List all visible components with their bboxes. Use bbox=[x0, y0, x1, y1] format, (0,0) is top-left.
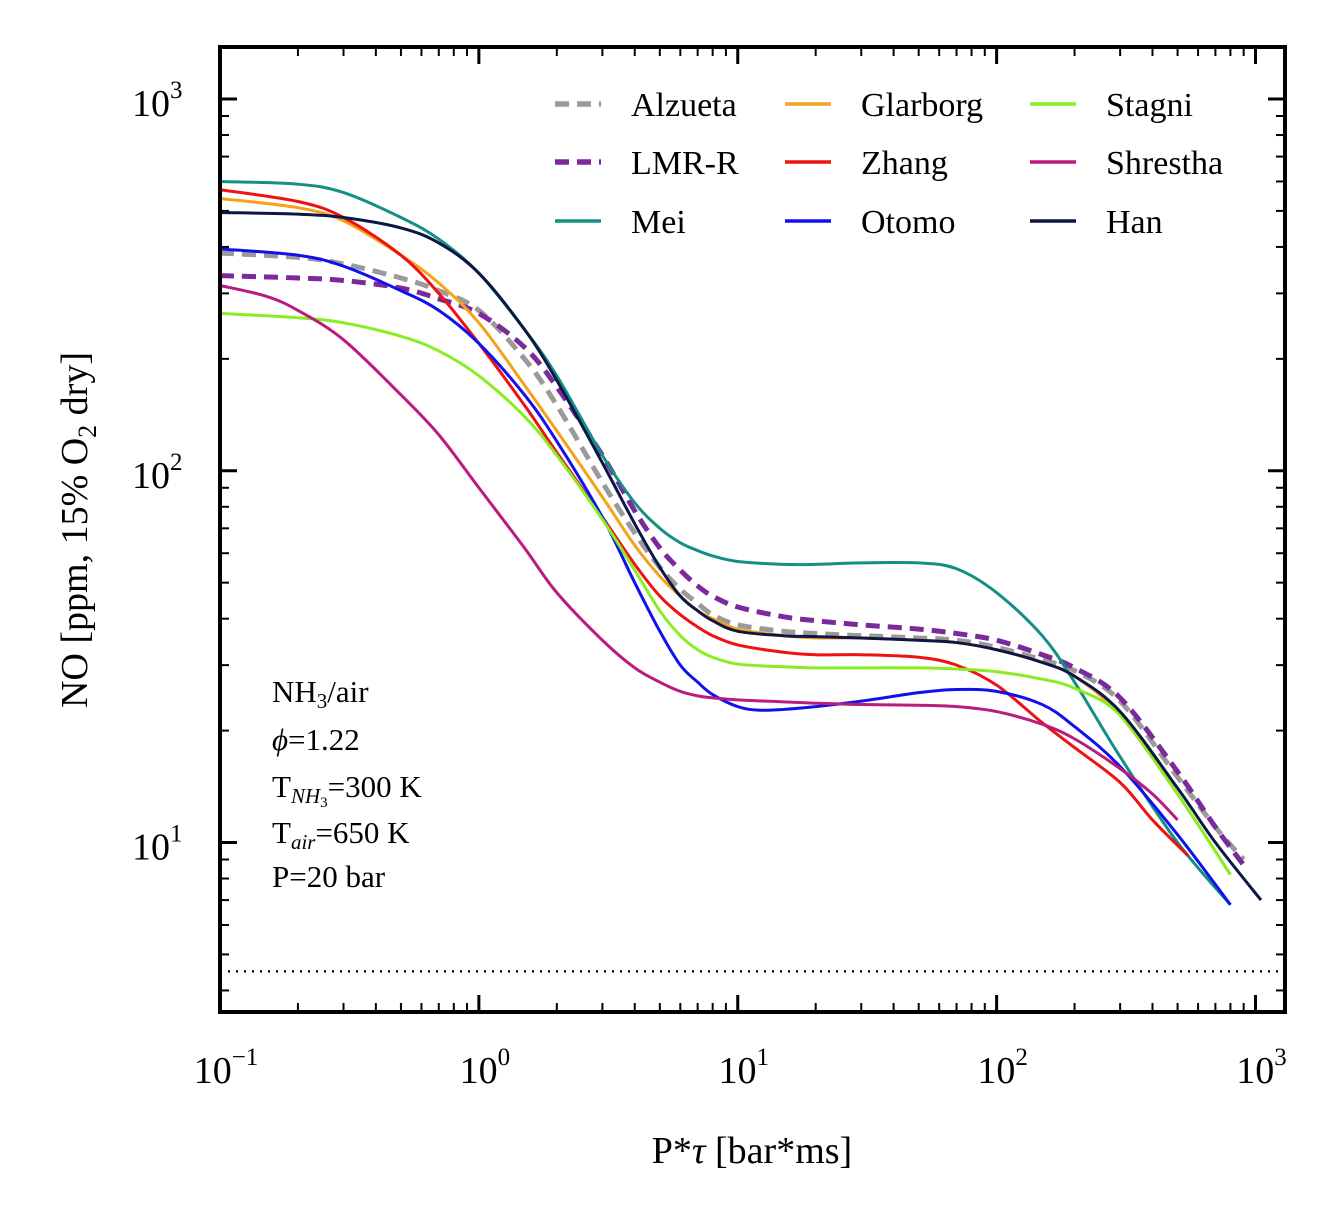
series-line-otomo bbox=[219, 247, 1232, 906]
x-tick-base: 10 bbox=[194, 1050, 232, 1092]
y-tick-exponent: 3 bbox=[170, 77, 183, 104]
y-tick-label: 102 bbox=[132, 449, 183, 497]
annotation-line-tnh3: TNH3=300 K bbox=[272, 769, 422, 811]
y-tick-base: 10 bbox=[132, 83, 170, 125]
annotation-tair-post: =650 K bbox=[315, 815, 410, 850]
legend-label-han: Han bbox=[1106, 204, 1163, 241]
y-axis-label-sub: 2 bbox=[73, 425, 102, 438]
annotation-mixture-sub: 3 bbox=[317, 689, 328, 713]
series-line-alzueta bbox=[219, 250, 1246, 862]
y-tick-label: 103 bbox=[132, 77, 183, 125]
legend: Alzueta LMR-R Mei Glarborg Zhang Otomo Stagni S… bbox=[555, 87, 1223, 241]
series-line-shrestha bbox=[219, 284, 1179, 821]
annotation-tnh3-sub: NH bbox=[290, 784, 322, 808]
legend-label-mei: Mei bbox=[631, 204, 686, 241]
x-tick-exponent: 3 bbox=[1274, 1044, 1287, 1071]
annotation-tair-sub: air bbox=[291, 830, 316, 854]
x-tick-label: 100 bbox=[460, 1044, 511, 1092]
x-tick-label: 101 bbox=[719, 1044, 770, 1092]
legend-label-shrestha: Shrestha bbox=[1106, 145, 1223, 182]
annotation-pressure: P=20 bar bbox=[272, 859, 386, 894]
x-axis-label: P*τ [bar*ms] bbox=[652, 1130, 852, 1172]
x-axis-label-symbol: τ bbox=[692, 1130, 707, 1172]
annotation-tnh3-sub2: 3 bbox=[320, 795, 328, 811]
x-tick-exponent: 0 bbox=[498, 1044, 511, 1071]
annotation-line-tair: Tair=650 K bbox=[272, 815, 410, 854]
annotation-tnh3-pre: T bbox=[272, 769, 291, 804]
legend-label-otomo: Otomo bbox=[861, 204, 955, 241]
annotation-mixture-pre: NH bbox=[272, 674, 317, 709]
conditions-annotation: NH3/air ϕ=1.22 TNH3=300 K Tair=650 K P=2… bbox=[272, 674, 422, 894]
legend-label-alzueta: Alzueta bbox=[631, 87, 737, 124]
legend-label-stagni: Stagni bbox=[1106, 87, 1193, 124]
y-tick-exponent: 1 bbox=[170, 821, 183, 848]
x-axis-label-rest: [bar*ms] bbox=[706, 1130, 853, 1172]
annotation-line-pressure: P=20 bar bbox=[272, 859, 386, 894]
annotation-mixture-post: /air bbox=[327, 674, 369, 709]
x-tick-exponent: 1 bbox=[757, 1044, 770, 1071]
legend-label-zhang: Zhang bbox=[861, 145, 948, 182]
y-tick-base: 10 bbox=[132, 455, 170, 497]
x-tick-labels: 10−1 100 101 102 103 bbox=[194, 1044, 1287, 1092]
series-line-stagni bbox=[219, 311, 1232, 876]
annotation-phi-value: =1.22 bbox=[288, 722, 360, 757]
series-line-lmr-r bbox=[219, 273, 1246, 867]
y-axis-label: NO [ppm, 15% O2 dry] bbox=[54, 352, 102, 708]
x-tick-base: 10 bbox=[977, 1050, 1015, 1092]
x-axis-label-base: P* bbox=[652, 1130, 692, 1172]
y-tick-exponent: 2 bbox=[170, 449, 183, 476]
y-tick-label: 101 bbox=[132, 821, 183, 869]
annotation-phi-symbol: ϕ bbox=[272, 722, 288, 757]
x-tick-base: 10 bbox=[1236, 1050, 1274, 1092]
series-layer bbox=[219, 179, 1263, 906]
x-tick-base: 10 bbox=[719, 1050, 757, 1092]
x-tick-base: 10 bbox=[460, 1050, 498, 1092]
x-tick-label: 10−1 bbox=[194, 1044, 259, 1092]
x-tick-exponent: 2 bbox=[1015, 1044, 1028, 1071]
legend-label-glarborg: Glarborg bbox=[861, 87, 983, 124]
plot-background bbox=[220, 47, 1285, 1012]
x-tick-label: 103 bbox=[1236, 1044, 1287, 1092]
annotation-tair-pre: T bbox=[272, 815, 291, 850]
annotation-line-mixture: NH3/air bbox=[272, 674, 369, 713]
annotation-line-phi: ϕ=1.22 bbox=[272, 722, 360, 757]
x-tick-exponent: −1 bbox=[232, 1044, 259, 1071]
series-line-zhang bbox=[219, 188, 1190, 858]
annotation-tnh3-post: =300 K bbox=[328, 769, 423, 804]
y-axis-label-pre: NO [ppm, 15% O bbox=[54, 438, 96, 708]
x-tick-label: 102 bbox=[977, 1044, 1028, 1092]
y-tick-base: 10 bbox=[132, 827, 170, 869]
y-axis-label-post: dry] bbox=[54, 352, 96, 425]
legend-label-lmr-r: LMR-R bbox=[631, 145, 739, 182]
series-line-mei bbox=[219, 179, 1232, 906]
series-line-han bbox=[219, 211, 1263, 902]
plot-frame bbox=[218, 45, 1287, 1014]
